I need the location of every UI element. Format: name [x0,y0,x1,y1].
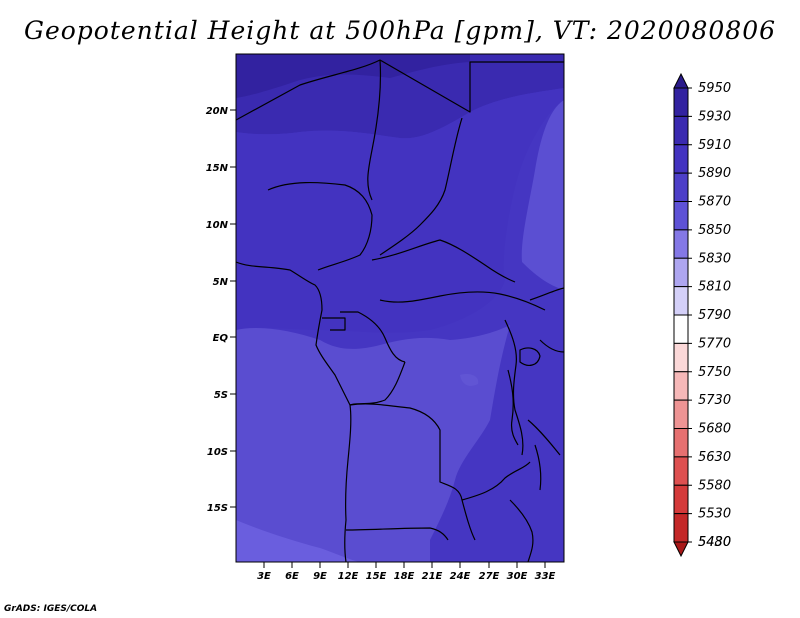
lake-victoria [519,347,541,366]
colorbar-box [673,484,689,515]
colorbar-label: 5910 [698,138,731,153]
lon-label-3e: 3E [257,571,271,582]
border-tanzania [527,339,564,456]
lon-label-15e: 15E [366,571,387,582]
lake-malawi [534,444,542,491]
lat-label-10s: 10S [207,447,228,458]
lon-label-27e: 27E [479,571,500,582]
border-car [371,239,516,283]
lat-label-5n: 5N [213,277,229,288]
colorbar-label: 5730 [698,393,731,408]
colorbar-label: 5580 [698,478,731,493]
lat-tick-labels: 20N 15N 10N 5N EQ 5S 10S 15S [206,106,229,514]
height-field [236,54,564,562]
lon-tick-labels: 3E 6E 9E 12E 15E 18E 21E 24E 27E 30E 33E [257,571,555,582]
lat-label-15n: 15N [206,163,229,174]
lat-label-20n: 20N [206,106,229,117]
map-title: Geopotential Height at 500hPa [gpm], VT:… [23,16,777,45]
lon-label-9e: 9E [313,571,327,582]
border-chad-sudan [367,59,382,201]
colorbar-label: 5890 [698,166,731,181]
colorbar-box [673,201,689,231]
country-borders [236,59,564,562]
border-zambia [461,461,531,501]
colorbar-box [673,229,689,259]
colorbar-box [673,371,689,401]
border-nigeria [267,181,373,271]
colorbar-label: 5850 [698,223,731,238]
colorbar-box [673,399,689,429]
colorbar-box [673,87,689,117]
map-frame [235,53,565,563]
colorbar-box [673,314,689,344]
field-band-5870-east [521,100,564,290]
lake-tanganyika [507,369,519,446]
colorbar-label: 5830 [698,251,731,266]
colorbar-label: 5930 [698,109,731,124]
border-namibia [345,527,449,541]
field-band-5870-south [236,325,510,562]
lon-label-30e: 30E [507,571,528,582]
border-kenya [529,287,564,301]
colorbar-box [673,456,689,486]
lat-label-15s: 15S [207,503,228,514]
colorbar-box [673,286,689,316]
lon-label-21e: 21E [422,571,443,582]
border-car-south [379,291,546,311]
border-angola [349,403,476,541]
lon-tick-marks [263,562,546,568]
colorbar-cap-top [673,72,689,89]
colorbar-box [673,513,689,543]
lon-label-24e: 24E [450,571,471,582]
colorbar-label: 5750 [698,365,731,380]
border-sudan-north [379,117,463,256]
west-africa-coast [236,261,352,562]
colorbar-box [673,172,689,202]
colorbar-label: 5770 [698,336,731,351]
colorbar-label: 5530 [698,507,731,522]
lon-label-6e: 6E [285,571,299,582]
lat-label-5s: 5S [214,390,228,401]
lat-label-10n: 10N [206,220,229,231]
lon-label-18e: 18E [394,571,415,582]
colorbar-label: 5810 [698,280,731,295]
lon-label-12e: 12E [338,571,359,582]
border-mozambique [509,499,534,562]
field-band-5930-north [236,54,470,98]
colorbar-box [673,342,689,373]
lat-tick-marks [230,109,236,508]
border-niger-chad [236,59,564,121]
colorbar-label: 5480 [698,535,731,550]
colorbar-label: 5790 [698,308,731,323]
lon-label-33e: 33E [535,571,556,582]
colorbar-box [673,428,689,458]
border-east-lakes [504,319,524,456]
colorbar-cap-bottom [673,541,689,558]
grads-credit: GrADS: IGES/COLA [4,604,98,614]
border-congo [340,311,406,363]
colorbar-label: 5680 [698,422,731,437]
lat-label-eq: EQ [213,333,229,344]
colorbar: 5950 5930 5910 5890 5870 5850 5830 5810 5790 5770… [673,72,731,558]
colorbar-box [673,115,689,146]
colorbar-label: 5950 [698,81,731,96]
colorbar-box [673,144,689,174]
field-band-5890 [236,88,564,333]
field-band-5850-south [236,520,360,562]
colorbar-label: 5630 [698,450,731,465]
field-band-5870-patch [460,374,479,386]
colorbar-label: 5430 [698,535,731,550]
colorbar-label: 5870 [698,195,731,210]
colorbar-box [673,257,689,288]
border-gabon [322,317,346,331]
